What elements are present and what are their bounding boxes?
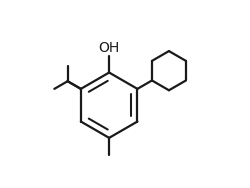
Text: OH: OH <box>98 41 120 55</box>
